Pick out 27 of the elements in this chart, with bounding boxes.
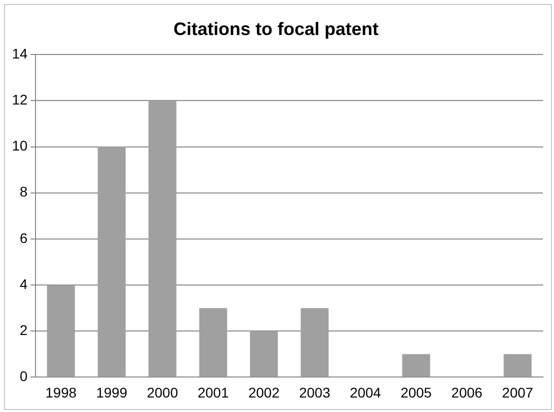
x-tick-label: 1998 xyxy=(45,384,77,400)
bar xyxy=(148,100,176,377)
x-tick-label: 2005 xyxy=(400,384,432,400)
x-tick-label: 2002 xyxy=(248,384,280,400)
bar xyxy=(504,354,532,377)
x-tick-label: 2004 xyxy=(350,384,382,400)
x-tick-label: 2000 xyxy=(146,384,178,400)
y-tick-label: 10 xyxy=(12,138,28,154)
bar xyxy=(199,308,228,377)
y-tick-label: 4 xyxy=(20,276,28,292)
y-tick-label: 8 xyxy=(20,184,28,200)
x-tick-label: 2006 xyxy=(451,384,483,400)
x-tick-label: 2003 xyxy=(299,384,330,400)
y-tick-label: 12 xyxy=(12,92,28,108)
x-tick-label: 1999 xyxy=(96,384,128,400)
bar xyxy=(402,354,430,377)
bar xyxy=(46,285,75,377)
bar xyxy=(300,308,329,377)
y-tick-label: 14 xyxy=(12,45,28,62)
y-tick-label: 2 xyxy=(20,322,28,338)
y-tick-label: 0 xyxy=(20,368,28,384)
x-tick-label: 2001 xyxy=(198,384,229,400)
chart-title: Citations to focal patent xyxy=(173,18,379,39)
x-tick-label: 2007 xyxy=(502,384,534,400)
bar xyxy=(250,331,278,377)
y-tick-label: 6 xyxy=(20,230,28,246)
bar xyxy=(98,146,126,377)
